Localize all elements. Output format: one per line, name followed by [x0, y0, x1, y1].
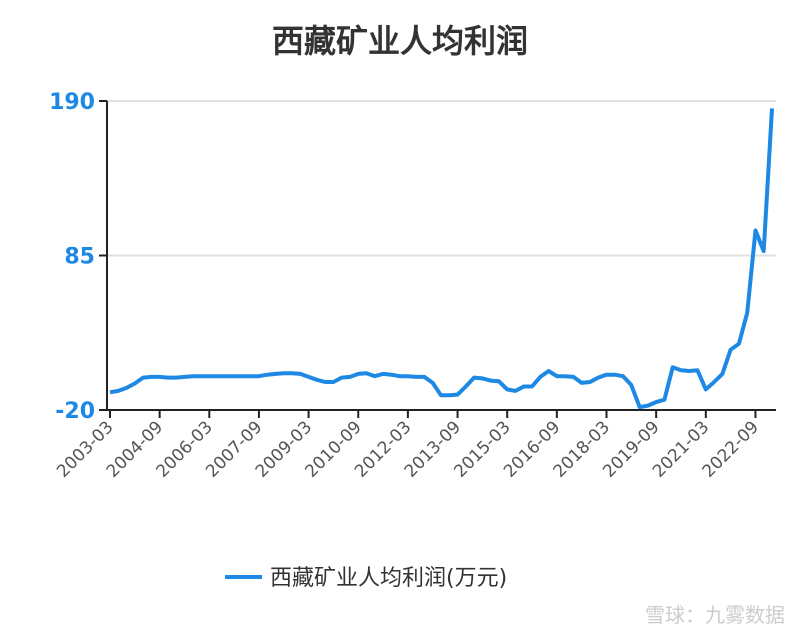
y-tick-label: 85 — [64, 245, 95, 270]
legend-label: 西藏矿业人均利润(万元) — [270, 566, 507, 591]
watermark: 雪球：九雾数据 — [645, 603, 785, 627]
data-line — [109, 108, 774, 410]
y-tick-label: 190 — [49, 90, 95, 115]
chart-title: 西藏矿业人均利润 — [272, 22, 528, 60]
y-tick-label: -20 — [55, 399, 95, 424]
